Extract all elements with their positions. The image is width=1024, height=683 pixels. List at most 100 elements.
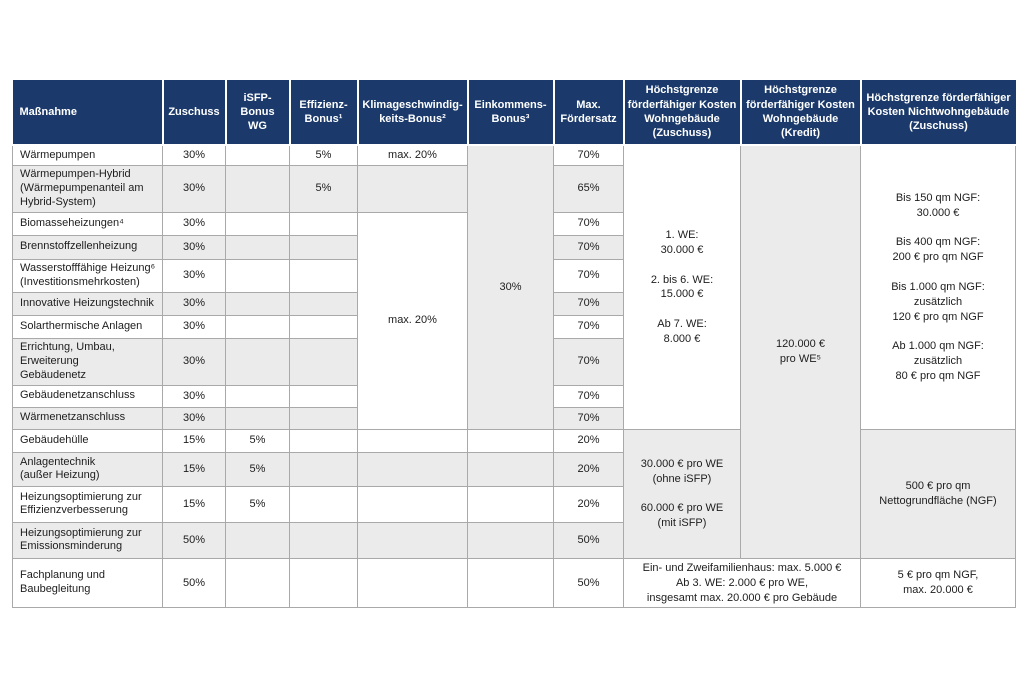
cell-zuschuss: 15% [162, 485, 226, 523]
cell-zuschuss: 50% [162, 557, 226, 609]
cell-isfp-bonus [225, 406, 290, 430]
cell-max-foerdersatz: 20% [553, 428, 624, 453]
column-header-hoechstgrenze-wg-kredit: Höchstgrenze förderfähiger Kosten Wohnge… [739, 80, 862, 146]
cell-hoechstgrenze-nwg-fachplanung: 5 € pro qm NGF, max. 20.000 € [860, 557, 1016, 609]
cell-zuschuss: 30% [162, 384, 226, 408]
table-header-row: Maßnahme Zuschuss iSFP- Bonus WG Effizie… [12, 80, 1016, 146]
cell-massnahme: Heizungsoptimierung zur Emissionsminderu… [12, 521, 163, 559]
cell-effizienz-bonus [289, 258, 358, 293]
column-header-klima-bonus: Klimageschwindig- keits-Bonus² [356, 80, 469, 146]
cell-massnahme: Fachplanung und Baubegleitung [12, 557, 163, 609]
cell-klima-bonus [357, 557, 468, 609]
table-row: Anlagentechnik (außer Heizung) 15% 5% 20… [12, 451, 1016, 487]
cell-max-foerdersatz: 70% [553, 291, 624, 316]
table-row: Wärmepumpen 30% 5% max. 20% 30% 70% 1. W… [12, 144, 1016, 559]
cell-max-foerdersatz: 50% [553, 521, 624, 559]
column-header-max-foerdersatz: Max. Fördersatz [552, 80, 625, 146]
cell-max-foerdersatz: 50% [553, 557, 624, 609]
cell-effizienz-bonus [289, 521, 358, 559]
cell-einkommens-bonus [467, 557, 554, 609]
cell-effizienz-bonus: 5% [289, 164, 358, 213]
cell-massnahme: Heizungsoptimierung zur Effizienzverbess… [12, 485, 163, 523]
cell-isfp-bonus: 5% [225, 485, 290, 523]
cell-klima-bonus: max. 20% [357, 144, 468, 166]
cell-massnahme: Gebäudehülle [12, 428, 163, 453]
cell-einkommens-bonus [467, 428, 554, 453]
cell-effizienz-bonus [289, 384, 358, 408]
cell-max-foerdersatz: 70% [553, 314, 624, 339]
cell-effizienz-bonus [289, 406, 358, 430]
cell-klima-bonus [357, 485, 468, 523]
column-header-effizienz-bonus: Effizienz- Bonus¹ [288, 80, 359, 146]
table-row: Wärmenetzanschluss 30% 70% [12, 406, 1016, 430]
cell-massnahme: Anlagentechnik (außer Heizung) [12, 451, 163, 487]
cell-max-foerdersatz: 70% [553, 406, 624, 430]
cell-isfp-bonus [225, 144, 290, 166]
column-header-isfp-bonus: iSFP- Bonus WG [224, 80, 291, 146]
cell-zuschuss: 30% [162, 234, 226, 260]
cell-max-foerdersatz: 70% [553, 234, 624, 260]
cell-massnahme: Wasserstofffähige Heizung⁶ (Investitions… [12, 258, 163, 293]
cell-max-foerdersatz: 70% [553, 144, 624, 166]
cell-isfp-bonus [225, 521, 290, 559]
table-row: Heizungsoptimierung zur Emissionsminderu… [12, 521, 1016, 559]
cell-effizienz-bonus [289, 428, 358, 453]
cell-massnahme: Wärmepumpen-Hybrid (Wärmepumpenanteil am… [12, 164, 163, 213]
cell-isfp-bonus [225, 211, 290, 236]
cell-massnahme: Solarthermische Anlagen [12, 314, 163, 339]
cell-massnahme: Innovative Heizungstechnik [12, 291, 163, 316]
cell-zuschuss: 30% [162, 164, 226, 213]
cell-massnahme: Gebäudenetzanschluss [12, 384, 163, 408]
cell-hoechstgrenze-wg-fachplanung: Ein- und Zweifamilienhaus: max. 5.000 € … [623, 557, 861, 609]
cell-zuschuss: 15% [162, 451, 226, 487]
column-header-hoechstgrenze-nwg-zuschuss: Höchstgrenze förderfähiger Kosten Nichtw… [859, 80, 1016, 146]
cell-max-foerdersatz: 70% [553, 384, 624, 408]
cell-effizienz-bonus [289, 314, 358, 339]
cell-isfp-bonus [225, 337, 290, 386]
table-row: Heizungsoptimierung zur Effizienzverbess… [12, 485, 1016, 523]
cell-hoechstgrenze-wg-kredit-merged: 120.000 € pro WE⁵ [740, 144, 861, 559]
table-row: Solarthermische Anlagen 30% 70% [12, 314, 1016, 339]
cell-zuschuss: 30% [162, 314, 226, 339]
cell-zuschuss: 50% [162, 521, 226, 559]
cell-effizienz-bonus [289, 234, 358, 260]
cell-max-foerdersatz: 20% [553, 451, 624, 487]
cell-effizienz-bonus [289, 291, 358, 316]
cell-zuschuss: 30% [162, 211, 226, 236]
table-row: Wärmepumpen-Hybrid (Wärmepumpenanteil am… [12, 164, 1016, 213]
cell-effizienz-bonus [289, 211, 358, 236]
cell-effizienz-bonus [289, 451, 358, 487]
cell-isfp-bonus [225, 384, 290, 408]
cell-zuschuss: 15% [162, 428, 226, 453]
cell-zuschuss: 30% [162, 337, 226, 386]
cell-klima-bonus [357, 164, 468, 213]
cell-max-foerdersatz: 70% [553, 337, 624, 386]
cell-effizienz-bonus [289, 485, 358, 523]
cell-klima-bonus-merged: max. 20% [357, 211, 468, 430]
cell-klima-bonus [357, 451, 468, 487]
column-header-zuschuss: Zuschuss [161, 80, 227, 146]
cell-isfp-bonus [225, 314, 290, 339]
cell-klima-bonus [357, 521, 468, 559]
cell-massnahme: Biomasseheizungen⁴ [12, 211, 163, 236]
cell-effizienz-bonus [289, 337, 358, 386]
table-row: Gebäudehülle 15% 5% 20% 30.000 € pro WE … [12, 428, 1016, 559]
cell-klima-bonus [357, 428, 468, 453]
cell-hoechstgrenze-nwg-merged: 500 € pro qm Nettogrundfläche (NGF) [860, 428, 1016, 559]
cell-effizienz-bonus [289, 557, 358, 609]
cell-isfp-bonus [225, 164, 290, 213]
table-row: Fachplanung und Baubegleitung 50% 50% Ei… [12, 557, 1016, 609]
cell-isfp-bonus: 5% [225, 428, 290, 453]
cell-massnahme: Brennstoffzellenheizung [12, 234, 163, 260]
table-row: Errichtung, Umbau, Erweiterung Gebäudene… [12, 337, 1016, 386]
cell-isfp-bonus [225, 291, 290, 316]
foerdersaetze-table: Maßnahme Zuschuss iSFP- Bonus WG Effizie… [12, 80, 1016, 609]
cell-hoechstgrenze-nwg-merged: Bis 150 qm NGF: 30.000 € Bis 400 qm NGF:… [860, 144, 1016, 430]
cell-isfp-bonus [225, 258, 290, 293]
cell-zuschuss: 30% [162, 144, 226, 166]
cell-effizienz-bonus: 5% [289, 144, 358, 166]
cell-max-foerdersatz: 65% [553, 164, 624, 213]
cell-isfp-bonus [225, 557, 290, 609]
cell-zuschuss: 30% [162, 291, 226, 316]
